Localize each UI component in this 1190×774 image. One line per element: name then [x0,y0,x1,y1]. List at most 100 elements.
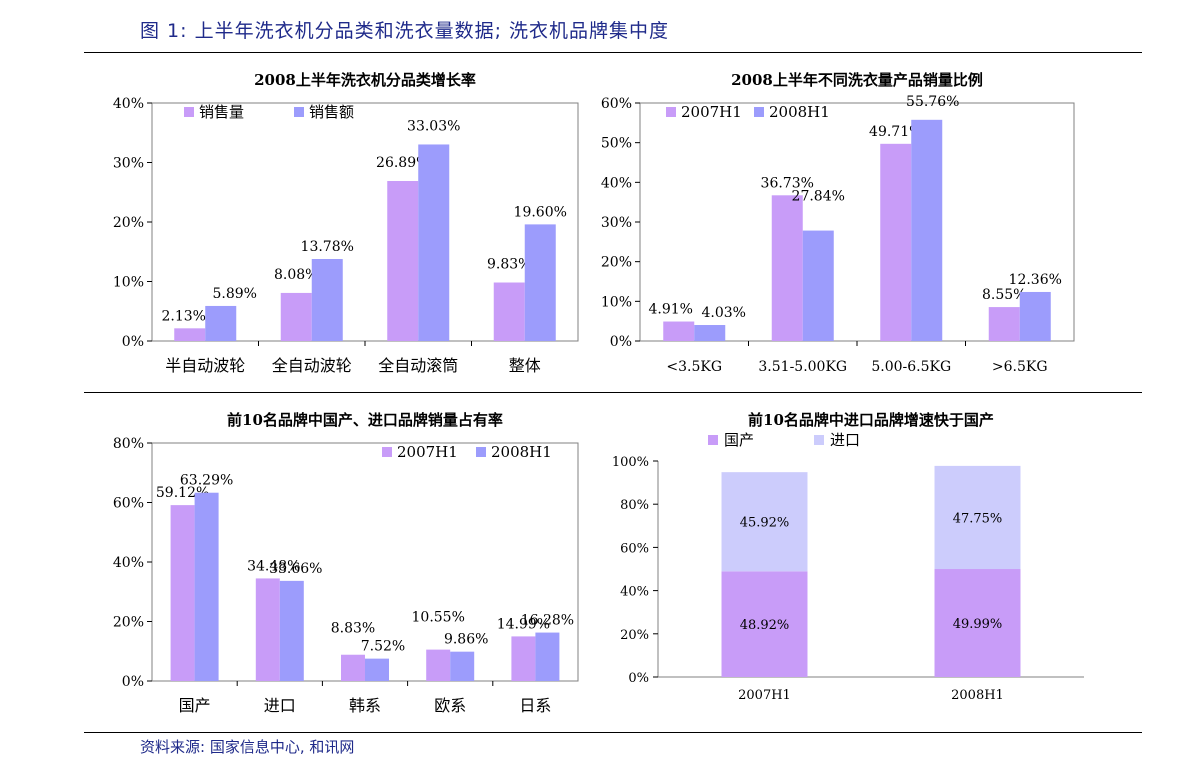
chart-svg: 2008上半年洗衣机分品类增长率 0% 10% 20% 30% 40% 半自动波轮 全自动波轮… [113,71,579,375]
x-category-label: 半自动波轮 [165,356,245,375]
data-label: 26.89% [376,155,429,171]
y-tick-label: 0% [122,674,144,690]
bar-销售额 [524,224,556,341]
data-label: 12.36% [1009,272,1062,288]
y-tick-label: 0% [610,334,632,350]
y-tick-label: 100% [612,455,649,470]
x-category-label: 3.51-5.00KG [758,359,847,375]
data-label: 55.76% [906,94,959,110]
figure-title: 图 1: 上半年洗衣机分品类和洗衣量数据; 洗衣机品牌集中度 [140,20,670,42]
legend-label: 国产 [724,431,754,449]
y-tick-label: 60% [620,541,649,556]
chart-import-vs-domestic: 前10名品牌中进口品牌增速快于国产 0% 20% 40% 60% 80% 100% 2007H… [596,395,1142,730]
y-tick-label: 40% [113,555,144,571]
bar-销售量 [493,282,525,341]
chart-brand-share: 前10名品牌中国产、进口品牌销量占有率 0% 20% 40% 60% 80% 国产 进口 韩系 欧… [84,395,594,730]
bar-2008H1 [194,492,219,681]
data-label: 10.55% [412,610,465,626]
data-label: 33.66% [269,561,322,577]
bar-销售额 [205,305,237,341]
chart-svg: 前10名品牌中国产、进口品牌销量占有率 0% 20% 40% 60% 80% 国产 进口 韩系 欧… [113,411,579,715]
bar-2008H1 [535,632,560,681]
bar-销售额 [311,259,343,341]
stack-segment-国产 [721,571,808,677]
top-divider [84,52,1142,53]
y-tick-label: 50% [601,136,632,152]
legend-swatch [294,107,304,117]
data-label: 2.13% [162,308,206,324]
bar-2007H1 [426,649,451,681]
chart-svg: 2008上半年不同洗衣量产品销量比例 0% 10% 20% 30% 40% 50% 60% <3… [601,71,1075,375]
bar-2008H1 [911,119,943,341]
x-category-label: 2007H1 [738,688,791,703]
bar-2008H1 [1019,291,1051,341]
data-label: 34.48% [247,558,300,574]
x-category-label: >6.5KG [992,359,1048,375]
bar-2007H1 [880,143,912,341]
stack-segment-国产 [934,569,1021,677]
bar-2008H1 [450,651,475,681]
data-label: 49.71% [869,124,922,140]
bar-2008H1 [694,325,726,341]
data-label: 8.55% [982,287,1026,303]
bar-2007H1 [988,307,1020,341]
legend-swatch [708,435,718,445]
data-label: 16.28% [521,613,574,629]
bar-2007H1 [255,578,280,681]
data-label: 9.83% [487,257,531,273]
bar-销售额 [418,144,450,341]
bar-2007H1 [663,321,695,341]
chart-title: 前10名品牌中国产、进口品牌销量占有率 [227,411,503,429]
chart-title: 2008上半年不同洗衣量产品销量比例 [731,71,983,89]
data-label: 8.83% [331,621,375,637]
y-tick-label: 30% [113,156,144,172]
y-tick-label: 80% [620,498,649,513]
data-label: 4.91% [649,302,693,318]
stack-segment-进口 [721,472,808,572]
data-label: 48.92% [740,618,790,633]
x-category-label: 2008H1 [951,688,1004,703]
source-note: 资料来源: 国家信息中心, 和讯网 [140,738,355,756]
stack-segment-进口 [934,465,1021,570]
y-tick-label: 40% [620,585,649,600]
chart-title: 前10名品牌中进口品牌增速快于国产 [748,411,994,429]
data-label: 8.08% [274,267,318,283]
legend-label: 2007H1 [681,103,742,121]
data-label: 45.92% [740,516,790,531]
legend-label: 进口 [830,431,860,449]
bottom-divider [84,732,1142,733]
bar-2008H1 [802,230,834,341]
bar-2007H1 [341,654,365,681]
y-tick-label: 0% [122,334,144,350]
legend-label: 销售量 [199,103,244,121]
y-tick-label: 20% [620,628,649,643]
y-tick-label: 10% [113,275,144,291]
x-category-label: 整体 [509,356,541,375]
chart-svg: 前10名品牌中进口品牌增速快于国产 0% 20% 40% 60% 80% 100% 2007H… [612,411,1084,703]
y-tick-label: 20% [113,615,144,631]
data-label: 13.78% [301,239,354,255]
legend-label: 2008H1 [769,103,830,121]
y-tick-label: 20% [113,215,144,231]
bar-销售量 [174,328,206,341]
x-category-label: 进口 [264,696,296,715]
bar-2008H1 [279,580,304,681]
x-category-label: 全自动波轮 [272,356,352,375]
bar-2007H1 [771,195,803,341]
x-category-label: 韩系 [349,696,381,715]
legend-swatch [666,107,676,117]
data-label: 19.60% [514,204,567,220]
y-tick-label: 60% [601,96,632,112]
legend-swatch [476,447,486,457]
chart-title: 2008上半年洗衣机分品类增长率 [254,71,476,89]
y-tick-label: 80% [113,436,144,452]
bar-销售量 [280,292,312,341]
y-tick-label: 30% [601,215,632,231]
legend-swatch [814,435,824,445]
y-tick-label: 10% [601,294,632,310]
data-label: 36.73% [761,175,814,191]
chart-category-growth: 2008上半年洗衣机分品类增长率 0% 10% 20% 30% 40% 半自动波轮 全自动波轮… [84,55,594,390]
x-category-label: 全自动滚筒 [378,356,458,375]
legend-label: 2008H1 [491,443,552,461]
data-label: 7.52% [361,639,405,655]
